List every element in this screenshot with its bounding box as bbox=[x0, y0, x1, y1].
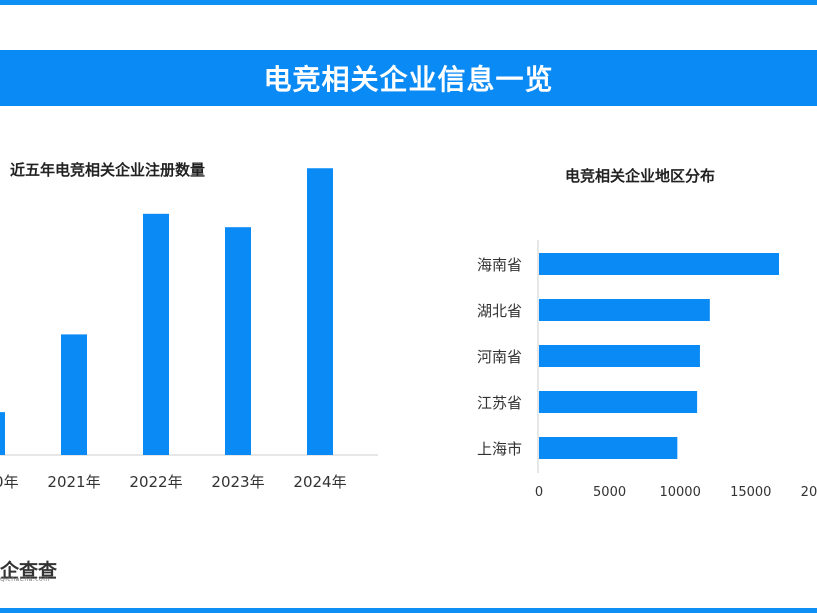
bottom-accent-rule bbox=[0, 608, 817, 613]
bar-chart-title: 近五年电竞相关企业注册数量 bbox=[10, 161, 206, 179]
registration-bar-chart: 2020年 2021年 2022年 2023年 2024年 bbox=[0, 168, 378, 491]
bar-1 bbox=[0, 412, 5, 455]
x-tick-label: 10000 bbox=[659, 485, 700, 500]
y-tick-label: 上海市 bbox=[477, 440, 522, 458]
bar-2 bbox=[61, 334, 87, 455]
x-tick-label: 2024年 bbox=[293, 473, 346, 491]
x-tick-label: 2020年 bbox=[0, 473, 19, 491]
x-tick-label: 15000 bbox=[730, 485, 771, 500]
brand-watermark-url: QichaCha.com bbox=[0, 576, 50, 583]
brand-watermark: 企查查 QichaCha.com bbox=[0, 556, 60, 586]
hbar-4 bbox=[539, 391, 698, 413]
bar-4 bbox=[225, 227, 251, 455]
hbar-5 bbox=[539, 437, 678, 459]
x-tick-label: 20000 bbox=[801, 485, 817, 500]
hbar-3 bbox=[539, 345, 700, 367]
y-tick-label: 海南省 bbox=[477, 256, 522, 274]
hbar-chart-title: 电竞相关企业地区分布 bbox=[565, 167, 716, 185]
bar-5 bbox=[307, 168, 333, 456]
title-banner: 电竞相关企业信息一览 bbox=[0, 50, 817, 106]
y-tick-label: 湖北省 bbox=[477, 302, 522, 320]
page-title: 电竞相关企业信息一览 bbox=[263, 63, 554, 96]
x-tick-label: 2023年 bbox=[211, 473, 264, 491]
y-tick-label: 江苏省 bbox=[477, 394, 522, 412]
x-tick-label: 2021年 bbox=[47, 473, 100, 491]
hbar-1 bbox=[539, 253, 779, 275]
brand-watermark-text: 企查查 bbox=[0, 560, 58, 582]
hbar-2 bbox=[539, 299, 710, 321]
x-tick-label: 2022年 bbox=[129, 473, 182, 491]
bar-3 bbox=[143, 213, 169, 455]
top-accent-rule bbox=[0, 0, 817, 5]
x-tick-label: 0 bbox=[535, 485, 543, 500]
x-tick-label: 5000 bbox=[593, 485, 626, 500]
y-tick-label: 河南省 bbox=[477, 348, 522, 366]
